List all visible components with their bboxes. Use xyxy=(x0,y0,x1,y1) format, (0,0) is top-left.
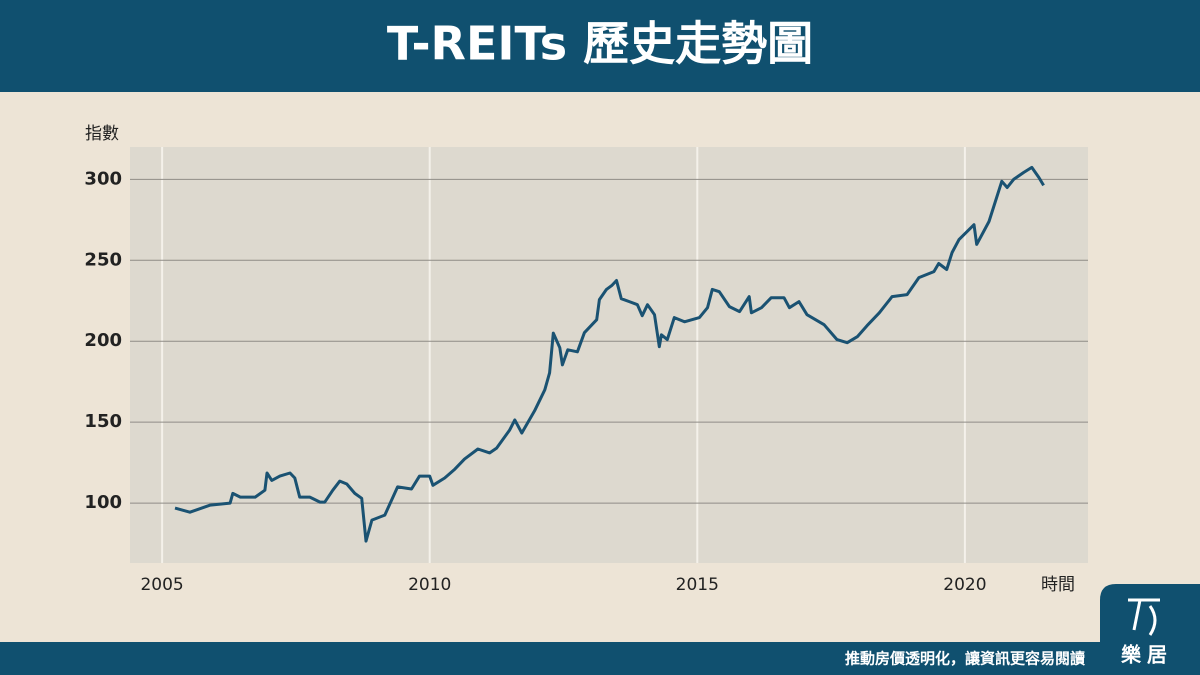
y-tick-label: 300 xyxy=(84,168,122,189)
x-tick-label: 2015 xyxy=(676,575,719,595)
header-bar xyxy=(0,0,1200,92)
logo-mark xyxy=(1128,598,1160,636)
x-tick-label: 2005 xyxy=(140,575,183,595)
y-tick-label: 200 xyxy=(84,330,122,351)
y-tick-label: 250 xyxy=(84,249,122,270)
index-line xyxy=(174,165,1045,543)
footer-slogan: 推動房價透明化，讓資訊更容易閱讀 xyxy=(845,650,1085,668)
plot: 2005 2010 2015 2020 100 150 200 250 300 xyxy=(84,147,1088,595)
y-tick-label: 150 xyxy=(84,411,122,432)
title: T-REITs 歷史走勢圖 xyxy=(387,17,813,71)
footer-bar xyxy=(0,642,1200,675)
x-tick-label: 2010 xyxy=(408,575,451,595)
logo-badge xyxy=(1100,584,1200,675)
y-axis-label: 指數 xyxy=(85,124,119,144)
x-axis-label: 時間 xyxy=(1041,575,1075,595)
y-tick-label: 100 xyxy=(84,492,122,513)
plot-area xyxy=(130,147,1088,563)
logo-text: 樂居 xyxy=(1121,643,1173,667)
x-tick-label: 2020 xyxy=(943,575,986,595)
